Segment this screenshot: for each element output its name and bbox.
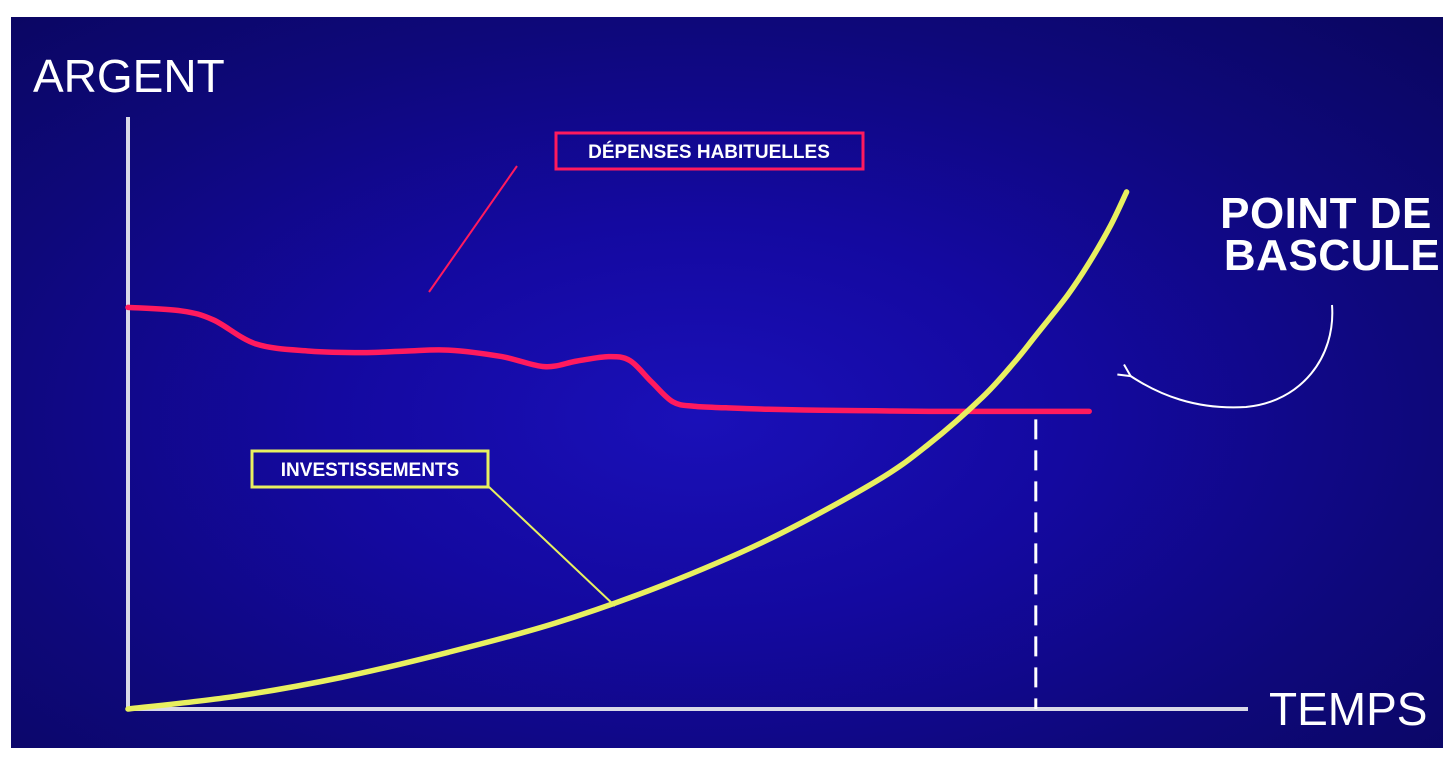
chart-frame: ARGENT TEMPS DÉPENSES HABITUELLES INVESTIS… [11, 17, 1443, 748]
y-axis-label: ARGENT [33, 50, 225, 102]
expenses-label: DÉPENSES HABITUELLES [588, 141, 830, 163]
investments-line [125, 189, 1130, 712]
chart-svg: ARGENT TEMPS DÉPENSES HABITUELLES INVESTIS… [33, 50, 1440, 735]
investments-label-box [250, 449, 490, 489]
tipping-point-arrow [1129, 304, 1334, 409]
investments-label: INVESTISSEMENTS [281, 460, 459, 481]
series-layer [125, 189, 1130, 712]
annotation-layer: DÉPENSES HABITUELLES INVESTISSEMENTS POINT… [250, 131, 1440, 607]
x-axis-label: TEMPS [1269, 683, 1427, 735]
expenses-label-box [554, 131, 865, 171]
expenses-leader-line [428, 165, 518, 293]
tipping-point-label-line-2: BASCULE [1224, 231, 1440, 280]
expenses-line [125, 304, 1092, 415]
tipping-point-label-line-1: POINT DE [1220, 189, 1432, 238]
investments-leader-line [488, 486, 616, 607]
axes: ARGENT TEMPS [33, 50, 1427, 735]
